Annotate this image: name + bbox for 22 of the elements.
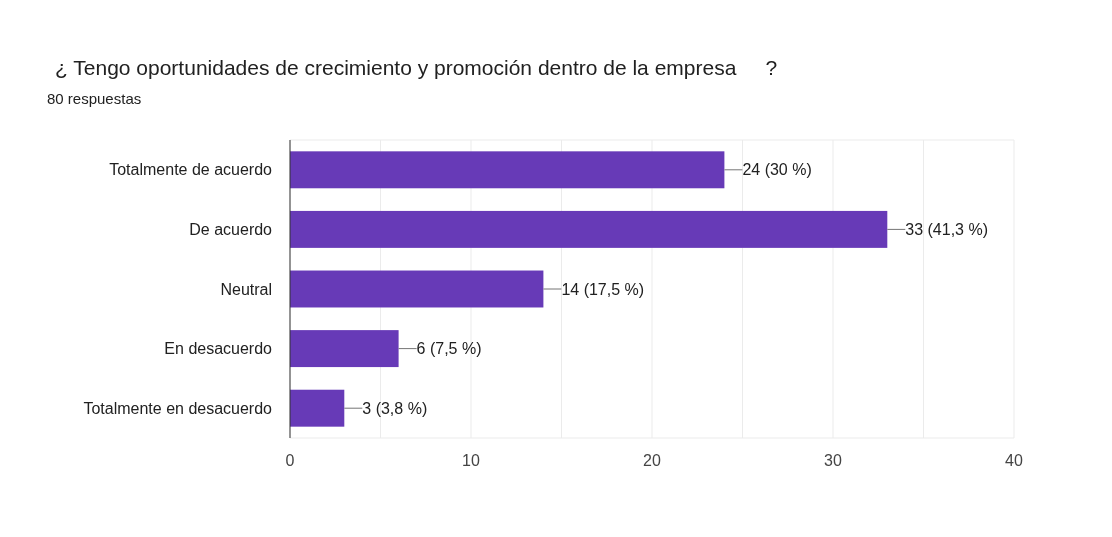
x-tick-label: 40 <box>1005 452 1023 469</box>
bar <box>290 389 345 427</box>
data-label: 33 (41,3 %) <box>905 221 989 238</box>
data-label: 14 (17,5 %) <box>561 280 645 298</box>
y-tick-label: De acuerdo <box>189 221 273 238</box>
x-tick-label: 10 <box>462 452 480 469</box>
bar <box>290 210 888 248</box>
x-tick-label: 0 <box>285 452 295 469</box>
x-tick-label: 30 <box>824 452 842 469</box>
x-tick-label: 20 <box>643 452 661 469</box>
y-tick-label: En desacuerdo <box>164 340 273 358</box>
data-label: 6 (7,5 %) <box>416 340 482 358</box>
chart-title: ¿ Tengo oportunidades de crecimiento y promoción dentro de la empresa ? <box>55 56 778 79</box>
bar <box>290 270 544 308</box>
data-label: 3 (3,8 %) <box>362 399 428 417</box>
bar <box>290 330 399 368</box>
data-label: 24 (30 %) <box>742 161 812 179</box>
y-tick-label: Totalmente de acuerdo <box>109 161 273 179</box>
y-tick-label: Totalmente en desacuerdo <box>83 399 273 417</box>
bar <box>290 151 725 189</box>
text: 80 respuestas <box>47 90 142 107</box>
y-tick-label: Neutral <box>220 280 272 298</box>
